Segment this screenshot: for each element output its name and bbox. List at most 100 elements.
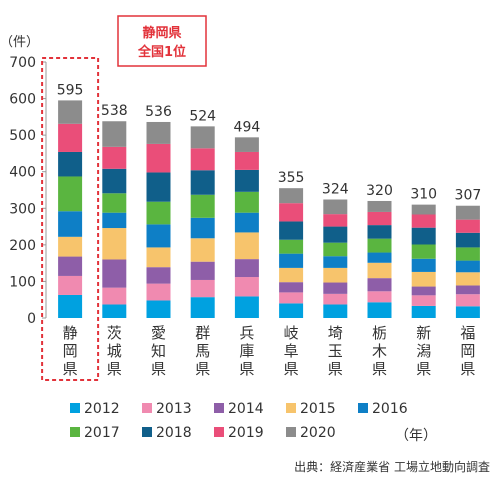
bar-segment-2018 [58, 151, 83, 177]
bar-segment-2015 [190, 238, 215, 262]
y-tick-label: 0 [27, 311, 36, 327]
category-label-char: 城 [107, 342, 122, 360]
y-unit-label: （件） [0, 35, 39, 50]
total-label: 355 [278, 170, 305, 186]
bar-segment-2012 [102, 304, 127, 318]
bar-segment-2018 [102, 168, 127, 194]
bar-segment-2017 [323, 242, 348, 257]
legend-swatch [286, 427, 296, 437]
category-label-char: 木 [372, 342, 387, 360]
legend-label: 2020 [300, 425, 336, 441]
bar-segment-2016 [102, 212, 127, 229]
bar-segment-2017 [146, 201, 171, 225]
bar-segment-2020 [234, 137, 259, 152]
total-label: 536 [145, 104, 172, 120]
legend-label: 2015 [300, 401, 336, 417]
y-tick-label: 200 [9, 238, 36, 254]
legend-label: 2017 [84, 425, 120, 441]
y-tick-label: 600 [9, 92, 36, 108]
category-label-char: 県 [328, 360, 343, 378]
category-label-char: 群 [195, 324, 210, 342]
bar-segment-2012 [411, 305, 436, 318]
legend-swatch [142, 427, 152, 437]
y-axis: 0 100 200 300 400 500 600 700 [9, 55, 47, 327]
bar-segment-2013 [367, 291, 392, 303]
bar-segment-2019 [323, 214, 348, 227]
bar-segment-2017 [102, 193, 127, 213]
y-tick-label: 300 [9, 201, 36, 217]
bar-segment-2014 [58, 256, 83, 276]
bar-segment-2018 [367, 225, 392, 239]
bar-segment-2019 [234, 151, 259, 170]
total-label: 595 [57, 82, 84, 98]
bar-segment-2016 [411, 258, 436, 272]
bar-segment-2017 [190, 194, 215, 218]
bar-segment-2015 [455, 272, 480, 286]
bar-segment-2018 [190, 170, 215, 195]
category-label-char: 新 [416, 324, 431, 342]
bar-segment-2015 [323, 267, 348, 283]
bar-segment-2017 [411, 244, 436, 259]
bar-segment-2014 [234, 259, 259, 278]
bar-segment-2013 [102, 287, 127, 305]
category-label-char: 玉 [328, 342, 343, 360]
category-label-char: 県 [107, 360, 122, 378]
callout-text: 静岡県 [142, 25, 181, 41]
y-tick-label: 400 [9, 165, 36, 181]
bar-segment-2015 [411, 271, 436, 287]
total-label: 494 [234, 119, 261, 135]
bar-segment-2017 [58, 176, 83, 212]
bar-segment-2014 [190, 261, 215, 280]
total-label: 538 [101, 103, 128, 119]
category-label-char: 岡 [63, 342, 78, 360]
category-label-char: 茨 [107, 324, 122, 342]
legend-label: 2019 [228, 425, 264, 441]
legend-swatch [70, 403, 80, 413]
bar-segment-2019 [455, 219, 480, 233]
total-label: 310 [410, 187, 437, 203]
legend-label: 2014 [228, 401, 264, 417]
bar-segment-2019 [367, 211, 392, 226]
category-label-char: 県 [372, 360, 387, 378]
bar-segment-2015 [102, 228, 127, 260]
bar-segment-2012 [279, 303, 304, 318]
category-label-char: 知 [151, 342, 166, 360]
bar-segment-2014 [102, 259, 127, 288]
bar-segment-2012 [323, 304, 348, 318]
bar-segment-2016 [323, 256, 348, 268]
bar-segment-2020 [102, 121, 127, 147]
y-tick-label: 100 [9, 274, 36, 290]
category-label-char: 県 [416, 360, 431, 378]
bar-segment-2016 [190, 217, 215, 239]
bar-segment-2013 [279, 292, 304, 304]
category-label-char: 県 [151, 360, 166, 378]
bar-segment-2016 [58, 211, 83, 237]
bar-segment-2016 [455, 260, 480, 273]
category-label-char: 静 [63, 324, 78, 342]
bar-segment-2013 [58, 275, 83, 295]
y-tick-label: 500 [9, 128, 36, 144]
category-label-char: 庫 [239, 342, 254, 360]
legend-swatch [286, 403, 296, 413]
category-label-char: 阜 [284, 342, 299, 360]
total-label: 324 [322, 182, 349, 198]
legend-swatch [214, 403, 224, 413]
bar-segment-2014 [367, 278, 392, 292]
legend-label: 2018 [156, 425, 192, 441]
legend-swatch [358, 403, 368, 413]
bar-segment-2017 [367, 238, 392, 253]
bar-segment-2014 [411, 286, 436, 296]
legend-label: 2016 [372, 401, 408, 417]
bar-segment-2014 [279, 282, 304, 293]
bar-segment-2015 [58, 236, 83, 257]
bar-segment-2012 [146, 300, 171, 318]
bar-segment-2019 [146, 143, 171, 173]
category-label-char: 潟 [416, 342, 431, 360]
bar-segment-2014 [455, 285, 480, 295]
callout-text: 全国1位 [137, 44, 186, 60]
bar-segment-2016 [367, 252, 392, 263]
legend-label: 2012 [84, 401, 120, 417]
bar-segment-2018 [279, 221, 304, 240]
